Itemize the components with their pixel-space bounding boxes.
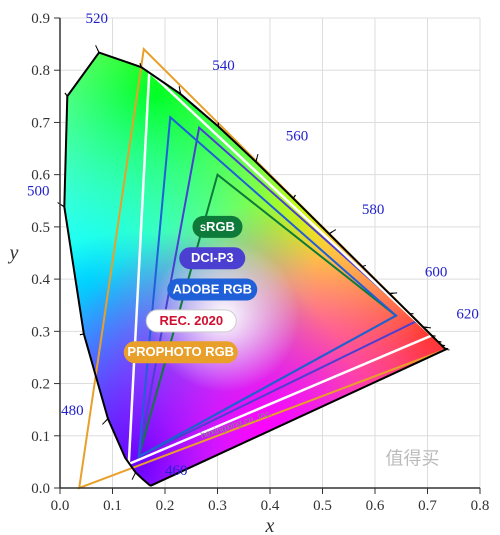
xtick-label: 0.3	[208, 498, 227, 514]
wl-label-540: 540	[212, 58, 235, 74]
ytick-label: 0.0	[31, 481, 50, 497]
badge-text: sRGB	[200, 219, 235, 234]
ytick-label: 0.7	[31, 115, 50, 131]
ytick-label: 0.1	[31, 429, 50, 445]
xtick-label: 0.4	[261, 498, 280, 514]
xtick-label: 0.6	[366, 498, 385, 514]
wl-label-460: 460	[165, 463, 188, 479]
badge-text: ADOBE RGB	[173, 282, 252, 297]
xtick-label: 0.8	[471, 498, 490, 514]
badge-text: PROPHOTO RGB	[127, 344, 234, 359]
badge-text: REC. 2020	[159, 313, 223, 328]
wl-label-480: 480	[61, 403, 84, 419]
y-axis-label: y	[8, 242, 19, 264]
x-axis-label: x	[265, 515, 275, 535]
ytick-label: 0.3	[31, 324, 50, 340]
wl-label-600: 600	[425, 265, 448, 281]
xtick-label: 0.7	[418, 498, 437, 514]
wl-label-500: 500	[27, 184, 50, 200]
wl-label-580: 580	[362, 202, 385, 218]
wl-label-520: 520	[86, 11, 109, 27]
xtick-label: 0.0	[51, 498, 70, 514]
bottom-watermark: 值得买	[386, 449, 440, 469]
ytick-label: 0.4	[31, 272, 50, 288]
wl-label-560: 560	[286, 129, 309, 145]
badge-text: DCI-P3	[191, 250, 234, 265]
ytick-label: 0.6	[31, 168, 50, 184]
xtick-label: 0.5	[313, 498, 332, 514]
wl-label-620: 620	[456, 306, 479, 322]
xtick-label: 0.1	[103, 498, 122, 514]
ytick-label: 0.9	[31, 11, 50, 27]
xtick-label: 0.2	[156, 498, 175, 514]
ytick-label: 0.5	[31, 220, 50, 236]
ytick-label: 0.2	[31, 377, 50, 393]
ytick-label: 0.8	[31, 63, 50, 79]
